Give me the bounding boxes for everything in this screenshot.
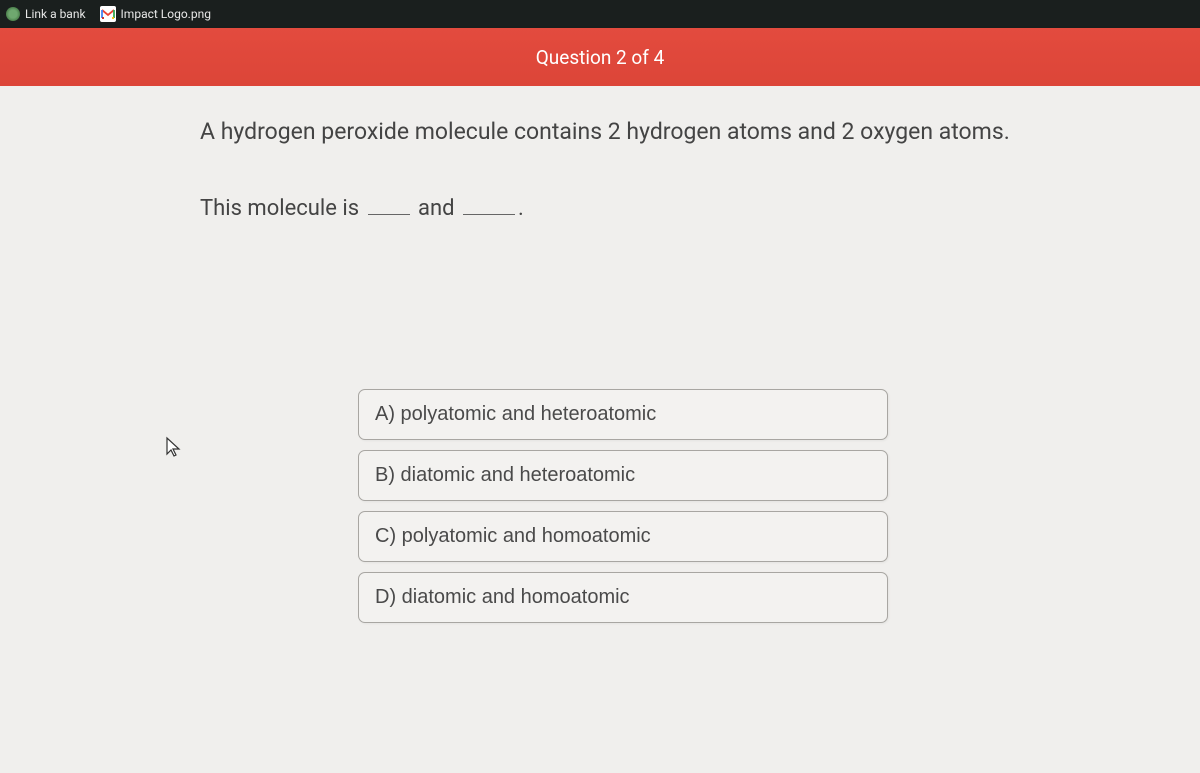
prompt-prefix: This molecule is — [200, 196, 365, 221]
answer-option-a[interactable]: A) polyatomic and heteroatomic — [358, 389, 888, 440]
bookmark-bar: Link a bank Impact Logo.png — [0, 0, 1200, 28]
answer-option-d[interactable]: D) diatomic and homoatomic — [358, 572, 888, 623]
prompt-suffix: . — [518, 196, 524, 221]
answer-list: A) polyatomic and heteroatomic B) diatom… — [358, 389, 888, 623]
blank-1 — [368, 214, 410, 215]
bookmark-link-a-bank[interactable]: Link a bank — [6, 7, 86, 21]
question-counter: Question 2 of 4 — [536, 46, 665, 69]
content-area: A hydrogen peroxide molecule contains 2 … — [0, 86, 1200, 773]
answer-option-c[interactable]: C) polyatomic and homoatomic — [358, 511, 888, 562]
question-prompt: This molecule is and . — [200, 196, 1040, 221]
question-header: Question 2 of 4 — [0, 28, 1200, 86]
prompt-mid: and — [413, 196, 460, 221]
bookmark-label: Impact Logo.png — [121, 7, 211, 21]
question-statement: A hydrogen peroxide molecule contains 2 … — [200, 116, 1040, 148]
blank-2 — [463, 214, 515, 215]
question-body: A hydrogen peroxide molecule contains 2 … — [0, 86, 1040, 623]
bookmark-label: Link a bank — [25, 7, 86, 21]
answer-option-b[interactable]: B) diatomic and heteroatomic — [358, 450, 888, 501]
gmail-icon — [100, 6, 116, 22]
bank-icon — [6, 7, 20, 21]
bookmark-impact-logo[interactable]: Impact Logo.png — [100, 6, 211, 22]
